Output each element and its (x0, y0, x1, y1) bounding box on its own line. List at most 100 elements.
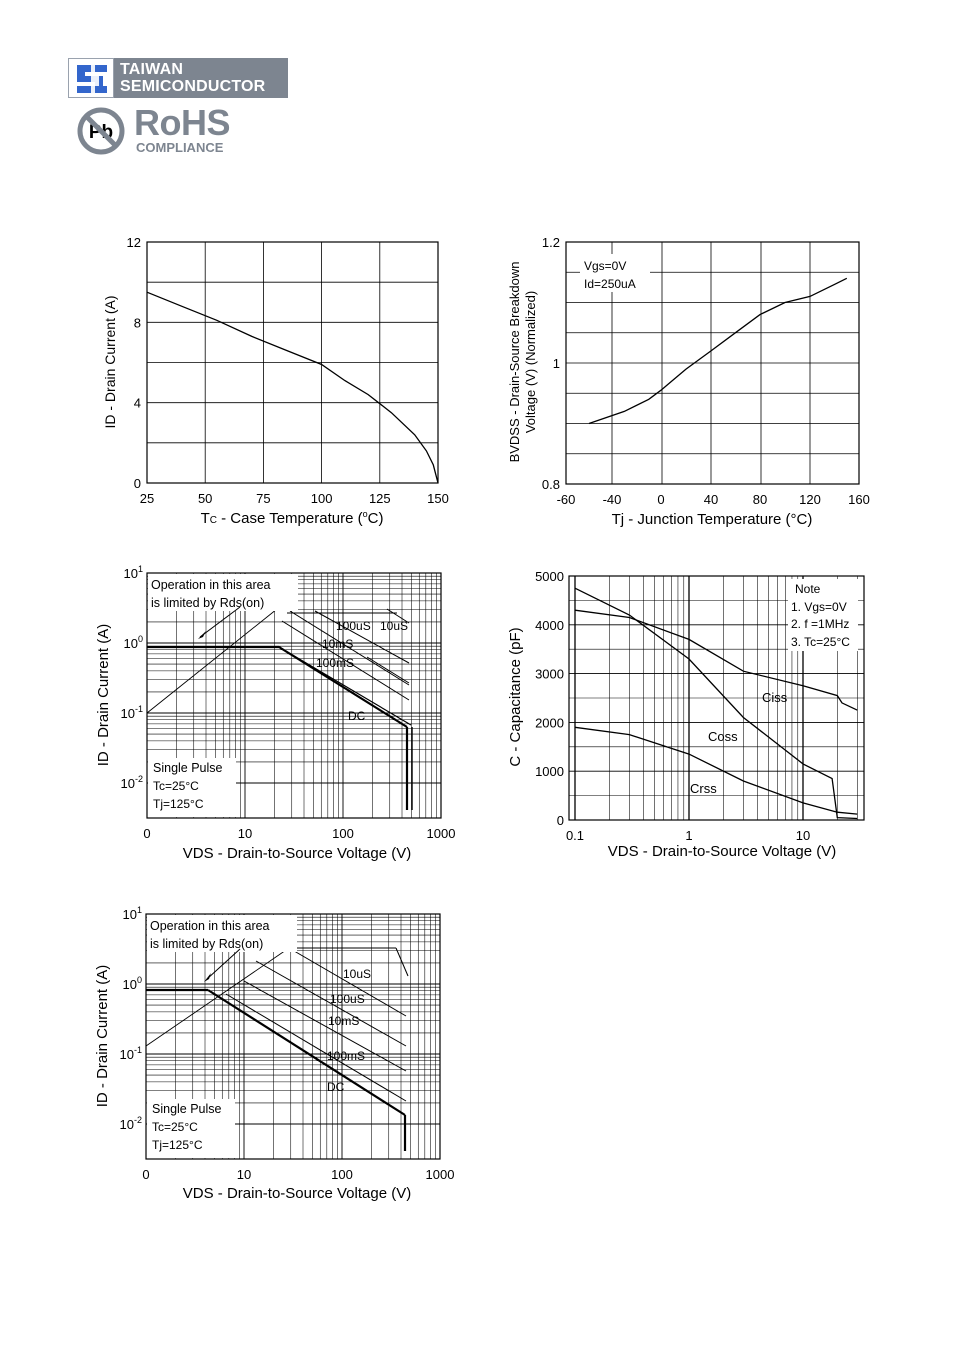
dc-line (207, 989, 406, 1116)
y-tick-label: 10-2 (120, 1115, 142, 1132)
label-dc: DC (327, 1080, 345, 1094)
label-10ms: 10mS (322, 637, 353, 651)
taiwan-semiconductor-logo: TAIWAN SEMICONDUCTOR (68, 58, 288, 98)
pulse-line3: Tj=125°C (153, 797, 204, 811)
label-100ms: 100mS (327, 1049, 365, 1063)
y-axis-label-line2: Voltage (V) (Normalized) (523, 291, 538, 433)
company-name-line1: TAIWAN (120, 61, 184, 78)
plot-frame (568, 575, 865, 821)
company-name-line2: SEMICONDUCTOR (120, 78, 266, 95)
x-tick-label: 25 (140, 491, 154, 506)
x-tick-label: 0 (142, 1167, 149, 1182)
x-tick-label: -40 (603, 492, 622, 507)
label-10us: 10uS (343, 967, 371, 981)
x-axis-label: Tj - Junction Temperature (°C) (612, 511, 813, 528)
pulse-line2: Tc=25°C (152, 1120, 198, 1134)
rds-note-arrow-icon (199, 606, 241, 638)
x-tick-labels: 25 50 75 100 125 150 (140, 491, 449, 506)
x-axis-label: VDS - Drain-to-Source Voltage (V) (183, 1185, 411, 1202)
chart-soa-1: Operation in this area is limited by Rds… (95, 565, 455, 862)
x-tick-labels: 0 10 100 1000 (142, 1167, 454, 1182)
10us-line (288, 947, 407, 1017)
y-tick-label: 2000 (535, 715, 564, 730)
series-crss (574, 726, 858, 815)
100ms-line (278, 646, 412, 726)
pulse-line3: Tj=125°C (152, 1138, 203, 1152)
x-tick-label: -60 (557, 492, 576, 507)
y-axis-label: ID - Drain Current (A) (94, 965, 111, 1108)
plot-frame (145, 913, 441, 1160)
chart-capacitance: Note 1. Vgs=0V 2. f =1MHz 3. Tc=25°C Cis… (507, 569, 865, 860)
chart-soa-2: Operation in this area is limited by Rds… (94, 906, 454, 1202)
label-100ms: 100mS (316, 656, 354, 670)
chart-grid (147, 242, 438, 483)
y-axis-label: ID - Drain Current (A) (102, 295, 118, 428)
x-tick-label: 80 (753, 492, 767, 507)
10us-line (314, 610, 410, 664)
annotation-id: Id=250uA (584, 277, 636, 291)
100us-line (289, 610, 410, 686)
y-axis-label: ID - Drain Current (A) (95, 624, 112, 767)
rds-limit-line (146, 608, 278, 714)
logo-band: TAIWAN SEMICONDUCTOR (114, 58, 288, 98)
note-line2: 2. f =1MHz (791, 617, 849, 631)
annotation-vgs: Vgs=0V (584, 259, 626, 273)
x-tick-label: 100 (311, 491, 333, 506)
y-tick-label: 100 (123, 975, 142, 992)
pulse-line1: Single Pulse (153, 761, 223, 775)
y-tick-label: 10-1 (120, 1045, 142, 1062)
arrow-head-icon (204, 973, 211, 982)
y-tick-label: 8 (134, 315, 141, 330)
series-line (588, 277, 848, 425)
x-tick-label: 0.1 (566, 828, 584, 843)
x-tick-label: 100 (331, 1167, 353, 1182)
rohs-title: RoHS (134, 102, 231, 143)
rds-note-line2: is limited by Rds(on) (151, 596, 264, 610)
y-tick-label: 1 (553, 356, 560, 371)
10ms-line (243, 980, 407, 1072)
x-axis-label: VDS - Drain-to-Source Voltage (V) (608, 843, 836, 860)
label-coss: Coss (708, 729, 738, 744)
y-tick-label: 101 (124, 565, 143, 581)
y-tick-label: 1.2 (542, 235, 560, 250)
series-line (146, 291, 439, 484)
arrow-head-icon (198, 631, 206, 639)
note-line3: 3. Tc=25°C (791, 635, 850, 649)
y-tick-labels: 0 4 8 12 (127, 235, 141, 491)
y-tick-label: 3000 (535, 667, 564, 682)
dc-line (278, 646, 408, 728)
y-tick-label: 101 (123, 906, 142, 922)
label-crss: Crss (690, 781, 717, 796)
rds-note-box (147, 915, 297, 952)
pb-free-icon: Pb (77, 107, 125, 155)
annotation-box (580, 254, 650, 292)
10ms-line (281, 620, 410, 701)
rohs-subtitle: COMPLIANCE (136, 140, 224, 155)
x-axis-label: TC - Case Temperature (oC) (201, 509, 384, 527)
pulse-line2: Tc=25°C (153, 779, 199, 793)
pulse-box (148, 758, 236, 817)
y-tick-label: 0.8 (542, 477, 560, 492)
x-tick-label: 0 (657, 492, 664, 507)
ts-logo-mark-icon (68, 58, 114, 98)
x-tick-label: 50 (198, 491, 212, 506)
label-10ms: 10mS (328, 1014, 359, 1028)
x-axis-label: VDS - Drain-to-Source Voltage (V) (183, 845, 411, 862)
pulse-box (147, 1099, 235, 1158)
y-tick-label: 4 (134, 396, 141, 411)
note-box (788, 579, 858, 651)
x-tick-label: 120 (799, 492, 821, 507)
pulse-line1: Single Pulse (152, 1102, 222, 1116)
soa-lines (145, 947, 409, 1151)
rds-note-line2: is limited by Rds(on) (150, 937, 263, 951)
x-tick-label: 1000 (426, 1167, 455, 1182)
y-tick-labels: 0.8 1 1.2 (542, 235, 560, 492)
y-tick-label: 10-1 (121, 704, 143, 721)
y-tick-labels: 10-2 10-1 100 101 (121, 565, 143, 791)
note-title: Note (795, 582, 821, 596)
rds-note-line1: Operation in this area (150, 919, 270, 933)
y-axis-label-line1: BVDSS - Drain-Source Breakdown (507, 262, 522, 463)
x-tick-label: 150 (427, 491, 449, 506)
note-line1: 1. Vgs=0V (791, 600, 847, 614)
rds-note-arrow-icon (206, 948, 241, 980)
